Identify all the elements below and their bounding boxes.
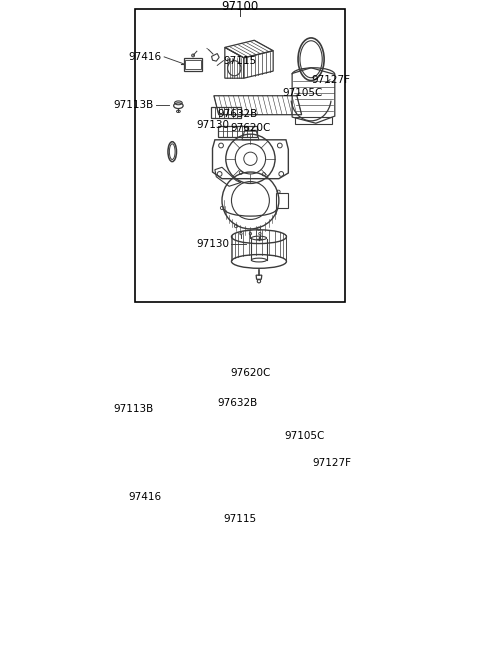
Text: 97620C: 97620C [230, 369, 271, 379]
Text: 97416: 97416 [129, 492, 162, 502]
Text: 97105C: 97105C [283, 88, 323, 98]
Bar [211, 107, 241, 117]
Bar [184, 58, 202, 71]
Text: 97113B: 97113B [113, 100, 153, 110]
Text: 97632B: 97632B [217, 398, 257, 408]
Text: 97127F: 97127F [311, 75, 350, 84]
Bar [295, 117, 333, 124]
Text: 97416: 97416 [129, 52, 162, 62]
Bar [185, 60, 201, 69]
Text: 97130: 97130 [197, 239, 229, 249]
Text: 97620C: 97620C [230, 123, 271, 134]
Text: 97115: 97115 [223, 56, 256, 66]
Bar [218, 126, 257, 137]
Text: 97127F: 97127F [312, 458, 351, 468]
Text: 97105C: 97105C [285, 431, 325, 441]
Text: 97113B: 97113B [113, 405, 153, 415]
Text: 97100: 97100 [221, 0, 259, 13]
Text: 97115: 97115 [223, 514, 256, 525]
Text: 97130: 97130 [197, 120, 229, 130]
Text: 97632B: 97632B [217, 109, 257, 119]
Bar [276, 193, 288, 208]
